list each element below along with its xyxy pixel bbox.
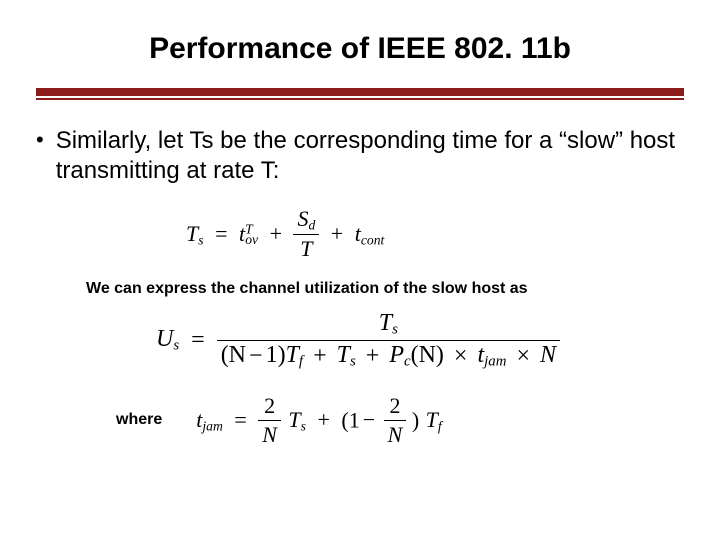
bullet-text: Similarly, let Ts be the corresponding t… xyxy=(56,126,684,186)
sym-Tf2: Tf xyxy=(425,407,442,432)
sym-tov: tTov xyxy=(239,221,258,246)
rule-thick xyxy=(36,88,684,96)
sym-eq3: = xyxy=(228,407,252,432)
sym-eq2: = xyxy=(185,327,211,353)
frac-2n-b: 2 N xyxy=(384,393,407,448)
rule-thin xyxy=(36,98,684,100)
equation-tjam: tjam = 2 N Ts + (1− 2 N ) Tf xyxy=(196,393,441,448)
slide: Performance of IEEE 802. 11b • Similarly… xyxy=(0,0,720,540)
title-rule xyxy=(36,88,684,100)
sym-tcont: tcont xyxy=(355,221,385,246)
equation-us: Us = Ts (N−1)Tf + Ts + Pc(N) × tjam × N xyxy=(156,310,684,370)
sym-plus3: + xyxy=(311,407,335,432)
equation-ts: Ts = tTov + Sd T + tcont xyxy=(186,206,684,262)
where-row: where tjam = 2 N Ts + (1− 2 N ) Tf xyxy=(116,393,684,448)
bullet-dot-icon: • xyxy=(36,126,44,154)
slide-title: Performance of IEEE 802. 11b xyxy=(36,32,684,66)
bullet-item: • Similarly, let Ts be the corresponding… xyxy=(36,126,684,186)
frac-2n-a: 2 N xyxy=(258,393,281,448)
where-label: where xyxy=(116,411,162,429)
sym-plus2: + xyxy=(325,221,349,246)
sym-eq: = xyxy=(209,221,233,246)
frac-sd-over-t: Sd T xyxy=(293,206,319,262)
sym-tjam: tjam xyxy=(196,407,223,432)
sym-close: ) xyxy=(412,407,419,432)
sym-Ts2: Ts xyxy=(286,407,306,432)
caption-text: We can express the channel utilization o… xyxy=(86,280,684,298)
sym-Ts: Ts xyxy=(186,221,204,246)
frac-us: Ts (N−1)Tf + Ts + Pc(N) × tjam × N xyxy=(217,310,560,370)
sym-plus1: + xyxy=(264,221,288,246)
sym-open: (1 xyxy=(341,407,359,432)
sym-Us: Us xyxy=(156,326,179,352)
